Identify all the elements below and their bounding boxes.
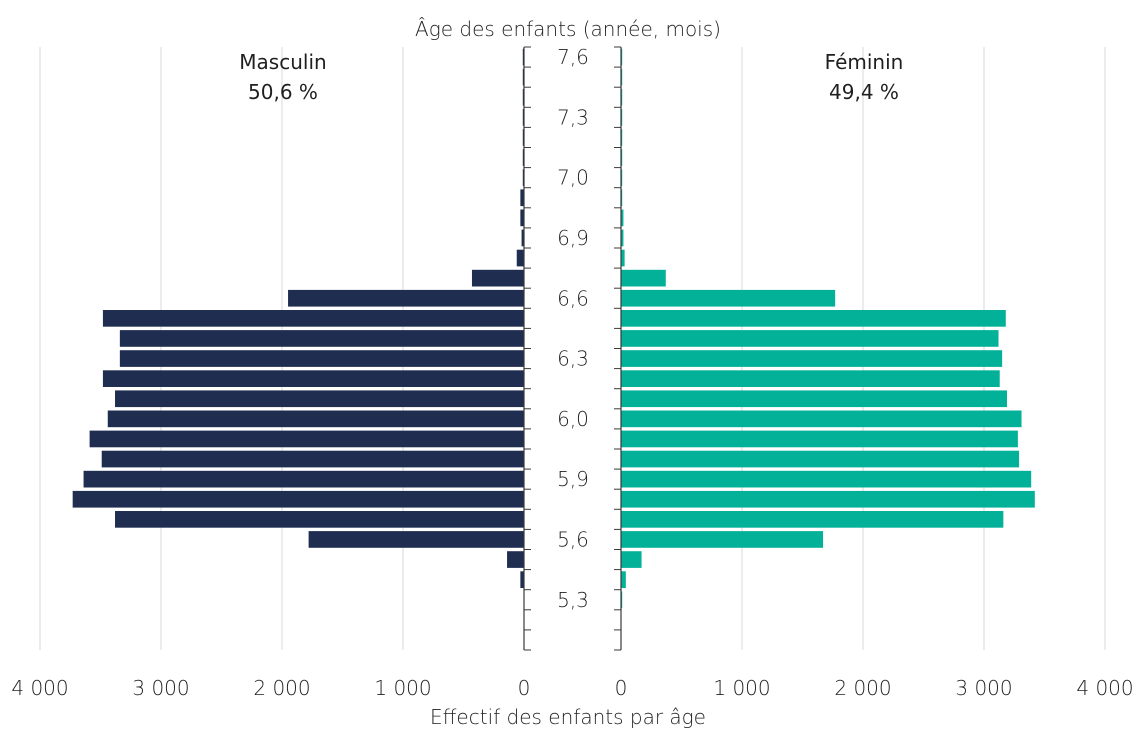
male-bar-6-3 [119, 350, 525, 367]
age-tick-label-3: 6,0 [557, 407, 589, 431]
male-x-tick-label-3: 3 000 [132, 676, 189, 700]
male-bar-5-11 [89, 430, 525, 448]
age-tick-label-7: 7,0 [557, 166, 589, 190]
male-series-name: Masculin [239, 50, 326, 74]
bottom-axis-title: Effectif des enfants par âge [430, 705, 706, 729]
female-series-name: Féminin [825, 50, 904, 74]
female-share-label: 49,4 % [829, 80, 899, 104]
female-bar-6-3 [621, 350, 1003, 367]
male-bar-7-3 [522, 109, 524, 126]
female-bar-6-6 [621, 289, 836, 307]
female-bar-7-3 [621, 109, 623, 126]
female-bar-6-5 [621, 310, 1006, 327]
age-tick-label-9: 7,6 [557, 45, 589, 69]
male-bar-6-5 [102, 310, 525, 327]
male-bar-6-2 [102, 370, 525, 387]
axes-layer [523, 46, 622, 651]
female-bar-6-8 [621, 249, 625, 267]
male-share-label: 50,6 % [248, 80, 318, 104]
female-bar-7-4 [621, 88, 623, 106]
male-bar-7-0 [522, 169, 524, 186]
age-tick-label-5: 6,6 [557, 286, 589, 310]
female-bar-5-11 [621, 430, 1018, 448]
female-bar-5-4 [621, 571, 626, 588]
female-bar-6-7 [621, 269, 666, 287]
male-x-tick-label-4: 4 000 [11, 676, 68, 700]
male-x-tick-label-1: 1 000 [374, 676, 431, 700]
age-tick-label-8: 7,3 [557, 105, 589, 129]
male-bar-6-0 [107, 410, 524, 428]
male-bar-7-5 [522, 68, 524, 86]
male-bar-7-2 [522, 129, 524, 146]
male-bar-5-8 [72, 490, 525, 508]
labels-layer: Âge des enfants (année, mois) Effectif d… [11, 17, 1133, 729]
male-bar-5-4 [520, 571, 524, 588]
male-bar-7-1 [522, 149, 524, 166]
female-x-tick-label-4: 4 000 [1076, 676, 1133, 700]
female-bar-7-6 [621, 48, 623, 66]
female-bar-6-11 [621, 189, 623, 207]
female-bar-6-10 [621, 209, 624, 227]
male-bar-6-9 [521, 229, 524, 247]
male-bar-6-4 [119, 330, 525, 347]
male-bar-7-4 [522, 88, 524, 106]
female-bar-5-10 [621, 450, 1020, 468]
male-bar-5-10 [101, 450, 525, 468]
top-axis-title: Âge des enfants (année, mois) [415, 17, 721, 41]
female-bar-5-5 [621, 551, 642, 568]
male-bar-5-9 [83, 470, 524, 488]
male-bar-6-1 [115, 390, 525, 408]
female-bar-6-9 [621, 229, 624, 247]
female-bar-7-1 [621, 149, 623, 166]
female-bar-7-5 [621, 68, 623, 86]
male-bar-5-6 [308, 531, 524, 548]
male-x-tick-label-0: 0 [518, 676, 531, 700]
female-bar-5-9 [621, 470, 1032, 488]
female-x-tick-label-3: 3 000 [955, 676, 1012, 700]
age-tick-label-0: 5,3 [557, 588, 589, 612]
female-x-tick-label-1: 1 000 [713, 676, 770, 700]
female-bar-6-4 [621, 330, 999, 347]
female-bar-7-2 [621, 129, 623, 146]
male-bar-6-6 [288, 289, 524, 307]
female-bar-5-6 [621, 531, 824, 548]
female-bar-5-3 [621, 591, 623, 609]
female-x-tick-label-2: 2 000 [834, 676, 891, 700]
age-tick-label-4: 6,3 [557, 347, 589, 371]
female-bar-6-2 [621, 370, 1000, 387]
female-bar-7-0 [621, 169, 623, 186]
male-bar-6-7 [471, 269, 524, 287]
male-bar-5-5 [507, 551, 524, 568]
male-bar-6-11 [520, 189, 524, 207]
age-tick-label-1: 5,6 [557, 527, 589, 551]
age-tick-label-2: 5,9 [557, 467, 589, 491]
grid-layer [39, 47, 1106, 650]
female-x-tick-label-0: 0 [615, 676, 628, 700]
male-bar-7-6 [522, 48, 524, 66]
female-bar-6-1 [621, 390, 1007, 408]
bars-layer [72, 48, 1035, 609]
male-bar-6-10 [520, 209, 524, 227]
female-bar-5-7 [621, 511, 1004, 528]
male-x-tick-label-2: 2 000 [253, 676, 310, 700]
age-tick-label-6: 6,9 [557, 226, 589, 250]
male-bar-5-7 [115, 511, 525, 528]
female-bar-5-8 [621, 490, 1035, 508]
female-bar-6-0 [621, 410, 1022, 428]
male-bar-6-8 [516, 249, 524, 267]
